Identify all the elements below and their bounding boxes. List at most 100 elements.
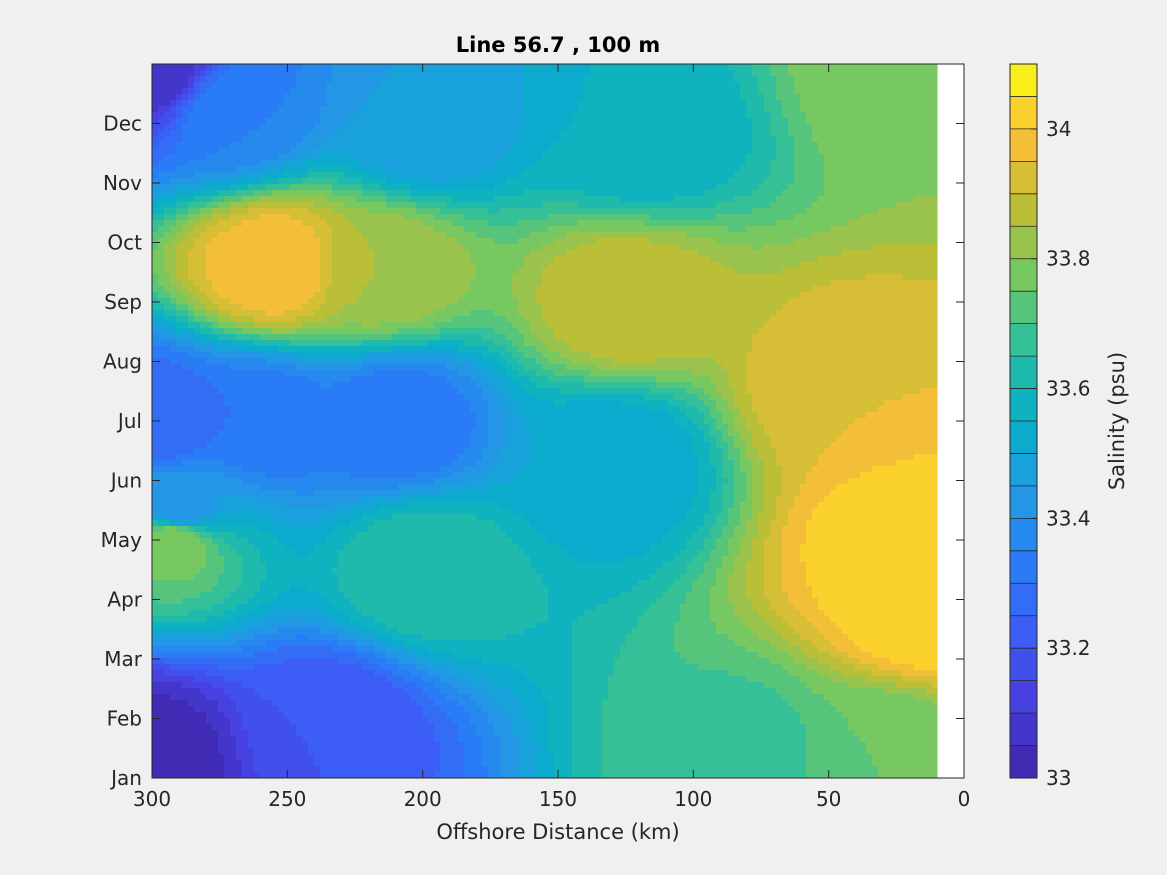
contour-cell	[356, 124, 363, 131]
contour-cell	[218, 184, 225, 191]
contour-cell	[776, 232, 783, 239]
contour-cell	[404, 166, 411, 173]
contour-cell	[368, 172, 375, 179]
contour-cell	[230, 244, 237, 251]
contour-cell	[416, 286, 423, 293]
contour-cell	[200, 292, 207, 299]
contour-cell	[380, 172, 387, 179]
contour-cell	[752, 280, 759, 287]
contour-cell	[494, 244, 501, 251]
contour-cell	[374, 262, 381, 269]
contour-cell	[698, 190, 705, 197]
contour-cell	[164, 220, 171, 227]
contour-cell	[158, 190, 165, 197]
contour-cell	[656, 172, 663, 179]
contour-cell	[728, 82, 735, 89]
contour-cell	[914, 172, 921, 179]
contour-cell	[452, 82, 459, 89]
contour-cell	[374, 118, 381, 125]
contour-cell	[794, 112, 801, 119]
contour-cell	[380, 208, 387, 215]
contour-cell	[920, 280, 927, 287]
contour-cell	[662, 208, 669, 215]
contour-cell	[596, 256, 603, 263]
contour-cell	[746, 112, 753, 119]
contour-cell	[404, 214, 411, 221]
contour-cell	[320, 250, 327, 257]
contour-cell	[866, 286, 873, 293]
contour-cell	[218, 100, 225, 107]
contour-cell	[704, 268, 711, 275]
contour-cell	[554, 178, 561, 185]
contour-cell	[500, 112, 507, 119]
contour-cell	[560, 76, 567, 83]
contour-cell	[548, 94, 555, 101]
contour-cell	[488, 256, 495, 263]
contour-cell	[920, 94, 927, 101]
contour-cell	[884, 88, 891, 95]
contour-cell	[494, 172, 501, 179]
contour-cell	[770, 208, 777, 215]
contour-cell	[548, 112, 555, 119]
contour-cell	[884, 280, 891, 287]
contour-cell	[158, 94, 165, 101]
contour-cell	[788, 136, 795, 143]
contour-cell	[884, 166, 891, 173]
contour-cell	[800, 64, 807, 71]
contour-cell	[188, 178, 195, 185]
contour-cell	[386, 94, 393, 101]
contour-cell	[332, 196, 339, 203]
contour-cell	[524, 70, 531, 77]
contour-cell	[164, 202, 171, 209]
contour-cell	[638, 190, 645, 197]
contour-cell	[662, 202, 669, 209]
contour-cell	[542, 136, 549, 143]
contour-cell	[212, 286, 219, 293]
contour-cell	[368, 208, 375, 215]
contour-cell	[590, 118, 597, 125]
contour-cell	[482, 274, 489, 281]
contour-cell	[260, 112, 267, 119]
contour-cell	[872, 262, 879, 269]
contour-cell	[770, 286, 777, 293]
contour-cell	[476, 232, 483, 239]
contour-cell	[806, 184, 813, 191]
contour-cell	[500, 274, 507, 281]
contour-cell	[794, 142, 801, 149]
contour-cell	[818, 220, 825, 227]
contour-cell	[830, 100, 837, 107]
contour-cell	[506, 172, 513, 179]
contour-cell	[320, 196, 327, 203]
contour-cell	[800, 250, 807, 257]
contour-cell	[632, 148, 639, 155]
contour-cell	[536, 196, 543, 203]
contour-cell	[332, 214, 339, 221]
contour-cell	[518, 148, 525, 155]
contour-cell	[614, 172, 621, 179]
contour-cell	[254, 268, 261, 275]
contour-cell	[236, 202, 243, 209]
contour-cell	[824, 184, 831, 191]
contour-cell	[776, 184, 783, 191]
contour-cell	[446, 124, 453, 131]
contour-cell	[398, 256, 405, 263]
contour-cell	[404, 130, 411, 137]
contour-cell	[860, 64, 867, 71]
contour-cell	[422, 136, 429, 143]
contour-cell	[782, 268, 789, 275]
contour-cell	[458, 112, 465, 119]
contour-cell	[650, 250, 657, 257]
contour-cell	[890, 70, 897, 77]
contour-cell	[422, 166, 429, 173]
contour-cell	[590, 124, 597, 131]
contour-cell	[548, 220, 555, 227]
contour-cell	[824, 274, 831, 281]
contour-cell	[164, 88, 171, 95]
contour-cell	[650, 130, 657, 137]
contour-cell	[704, 196, 711, 203]
contour-cell	[446, 196, 453, 203]
contour-cell	[350, 148, 357, 155]
contour-cell	[494, 268, 501, 275]
contour-cell	[926, 136, 933, 143]
contour-cell	[278, 136, 285, 143]
